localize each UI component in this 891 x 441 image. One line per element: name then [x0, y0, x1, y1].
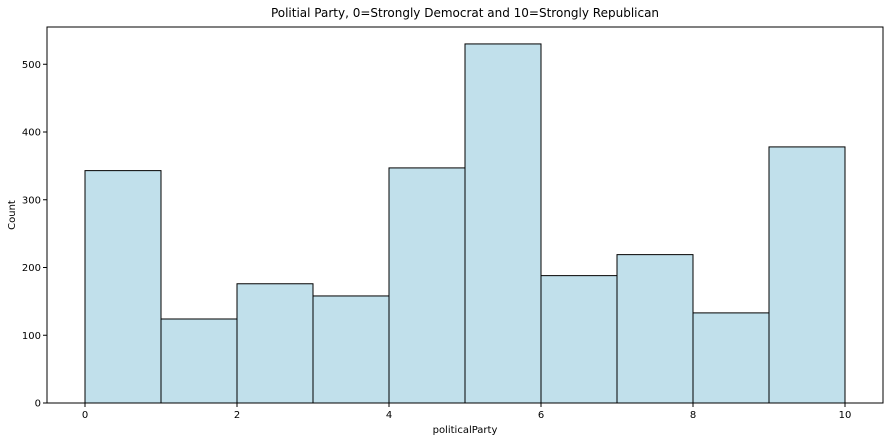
- plot-frame: [46, 26, 884, 404]
- x-tick-label: 0: [82, 410, 88, 421]
- y-tick-label: 500: [22, 60, 41, 71]
- histogram-bar: [616, 254, 694, 404]
- x-axis-title: politicalParty: [433, 425, 498, 436]
- y-tick-label: 100: [22, 331, 41, 342]
- chart-title: Politial Party, 0=Strongly Democrat and …: [271, 6, 659, 20]
- histogram-bar: [540, 275, 618, 404]
- histogram-bar: [692, 312, 770, 404]
- x-tick-label: 8: [690, 410, 696, 421]
- histogram-bar: [84, 170, 162, 404]
- bars-group: [84, 43, 846, 404]
- histogram-bar: [236, 283, 314, 404]
- y-tick-label: 0: [35, 399, 41, 410]
- x-tick-label: 2: [234, 410, 240, 421]
- y-axis-title: Count: [7, 200, 18, 230]
- histogram-bar: [312, 295, 390, 404]
- histogram-bar: [388, 167, 466, 404]
- x-tick-label: 6: [538, 410, 544, 421]
- x-tick-label: 4: [386, 410, 392, 421]
- histogram-bar: [464, 43, 542, 404]
- histogram-bar: [160, 318, 238, 404]
- x-tick-label: 10: [839, 410, 852, 421]
- y-tick-label: 200: [22, 263, 41, 274]
- y-axis-ticks: 0 100 200 300 400 500: [22, 60, 47, 410]
- y-tick-label: 400: [22, 128, 41, 139]
- y-tick-label: 300: [22, 195, 41, 206]
- histogram-bar: [768, 146, 846, 404]
- x-axis-ticks: 0 2 4 6 8 10: [82, 403, 852, 421]
